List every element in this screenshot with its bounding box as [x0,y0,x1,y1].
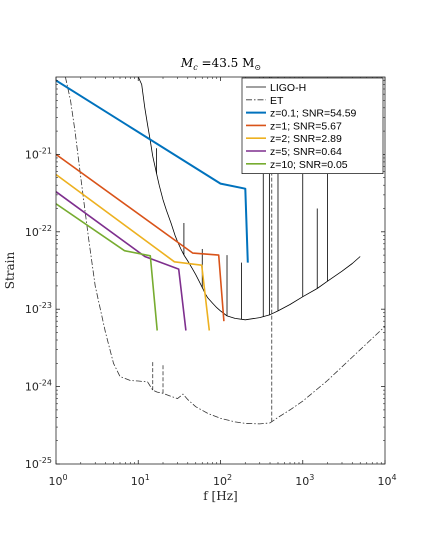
chart-title-subscript-sun: ⊙ [254,63,261,72]
legend-label: z=0.1; SNR=54.59 [270,108,357,120]
chart-title-middle: =43.5 M [198,56,255,70]
x-axis-label: f [Hz] [203,489,237,503]
tick-layer: 100 101 102 103 104 10-25 10-24 10-23 10-22 10-21 [25,77,397,488]
y-axis-label: Strain [3,251,17,289]
chart-title-subscript: c [193,63,198,72]
legend-label: z=10; SNR=0.05 [270,159,348,171]
y-tick-label: 10-23 [25,301,52,316]
legend-label: z=1; SNR=5.67 [270,120,342,132]
y-tick-label: 10-25 [25,456,52,471]
x-tick-label: 103 [295,473,314,488]
legend-label: z=5; SNR=0.64 [270,146,342,158]
legend-label: LIGO-H [270,82,306,94]
y-tick-label: 10-21 [25,146,52,161]
y-tick-label: 10-24 [25,379,52,394]
y-tick-label: 10-22 [25,224,52,239]
x-tick-label: 101 [131,473,150,488]
series-line-z-5-snr-0-64 [56,191,187,331]
x-tick-label: 100 [48,473,67,488]
series-line-et [65,77,385,425]
series-line-z-0-1-snr-54-59 [56,79,249,263]
series-line-z-10-snr-0-05 [56,203,158,331]
chart-title-symbol: M [180,56,194,70]
series-line-z-1-snr-5-67 [56,153,225,322]
x-tick-label: 102 [213,473,232,488]
series-line-z-2-snr-2-89 [56,173,211,331]
legend-label: ET [270,95,284,107]
series-line-ligo-h [137,77,361,321]
legend-label: z=2; SNR=2.89 [270,133,342,145]
x-tick-label: 104 [377,473,396,488]
chart-title: Mc =43.5 M⊙ [180,56,261,72]
